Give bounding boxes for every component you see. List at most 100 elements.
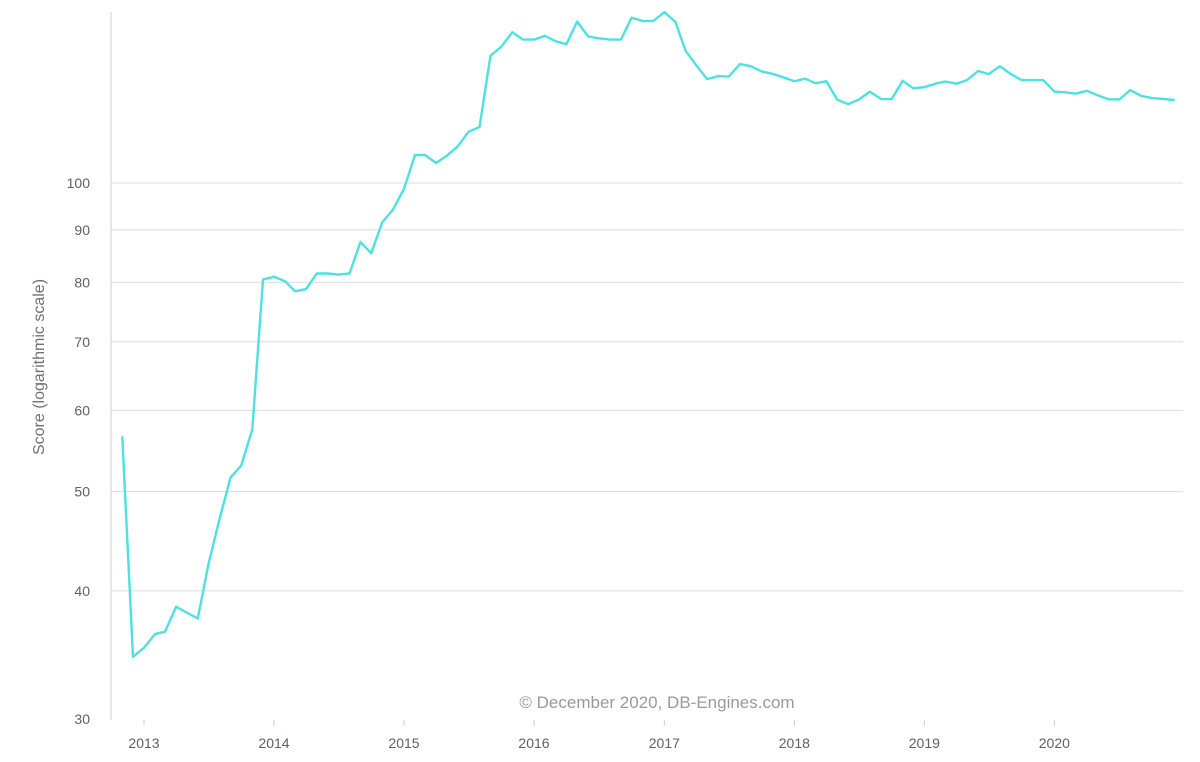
y-tick-label: 40: [74, 583, 90, 599]
data-point-2019-11: [1031, 79, 1033, 81]
data-point-2015-07: [467, 131, 469, 133]
data-point-2020-08: [1129, 89, 1131, 91]
data-point-2020-11: [1162, 98, 1164, 100]
data-point-2013-04: [175, 606, 177, 608]
data-point-2018-04: [825, 80, 827, 82]
data-point-2016-04: [565, 43, 567, 45]
data-point-2018-03: [814, 82, 816, 84]
data-point-2013-06: [197, 617, 199, 619]
data-point-2017-12: [782, 76, 784, 78]
data-point-2019-06: [977, 70, 979, 72]
data-point-2018-11: [901, 80, 903, 82]
data-point-2020-07: [1118, 98, 1120, 100]
y-axis-title: Score (logarithmic scale): [31, 279, 48, 455]
data-point-2015-04: [435, 162, 437, 164]
data-point-2020-06: [1107, 98, 1109, 100]
data-point-2016-10: [630, 16, 632, 18]
data-point-2017-01: [663, 11, 665, 13]
data-point-2017-06: [717, 75, 719, 77]
y-tick-label: 70: [74, 334, 90, 350]
data-point-2019-01: [923, 86, 925, 88]
data-point-2017-02: [674, 21, 676, 23]
data-point-2014-01: [273, 276, 275, 278]
data-point-2014-09: [359, 241, 361, 243]
data-point-2019-03: [944, 80, 946, 82]
x-tick-label: 2019: [909, 735, 940, 751]
data-point-2015-09: [489, 55, 491, 57]
data-point-2017-08: [739, 63, 741, 65]
data-point-2015-06: [457, 145, 459, 147]
data-point-2014-10: [370, 252, 372, 254]
data-point-2019-08: [999, 65, 1001, 67]
x-tick-label: 2020: [1039, 735, 1070, 751]
x-tick-label: 2015: [388, 735, 419, 751]
data-point-2013-11: [251, 428, 253, 430]
data-points: [121, 11, 1175, 658]
data-point-2015-01: [403, 188, 405, 190]
data-point-2014-12: [392, 208, 394, 210]
data-point-2013-08: [218, 518, 220, 520]
data-point-2014-07: [337, 273, 339, 275]
data-point-2013-07: [207, 563, 209, 565]
data-point-2014-02: [284, 280, 286, 282]
x-tick-label: 2014: [258, 735, 289, 751]
data-point-2014-11: [381, 221, 383, 223]
x-tick-label: 2016: [518, 735, 549, 751]
y-tick-label: 30: [74, 711, 90, 727]
data-point-2012-12: [132, 656, 134, 658]
data-point-2013-05: [186, 611, 188, 613]
gridlines: [111, 182, 1183, 592]
y-tick-label: 50: [74, 484, 90, 500]
data-point-2016-02: [544, 35, 546, 37]
data-point-2020-04: [1086, 90, 1088, 92]
y-tick-label: 100: [67, 175, 91, 191]
y-tick-label: 90: [74, 222, 90, 238]
data-point-2019-07: [988, 73, 990, 75]
data-point-2019-12: [1042, 79, 1044, 81]
data-point-2015-12: [522, 38, 524, 40]
data-point-2017-04: [695, 64, 697, 66]
data-point-2018-06: [847, 103, 849, 105]
data-point-2018-07: [858, 98, 860, 100]
data-point-2016-06: [587, 35, 589, 37]
data-point-2017-09: [750, 65, 752, 67]
data-point-2018-02: [804, 78, 806, 80]
data-point-2017-07: [728, 75, 730, 77]
data-point-2015-10: [500, 46, 502, 48]
data-point-2014-05: [316, 272, 318, 274]
data-point-2017-11: [771, 73, 773, 75]
data-point-2019-05: [966, 79, 968, 81]
y-tick-labels: 30 40 50 60 70 80 90 100: [67, 175, 91, 727]
data-point-2020-03: [1075, 93, 1077, 95]
data-point-2018-09: [880, 98, 882, 100]
data-point-2012-11: [121, 436, 123, 438]
data-point-2017-10: [760, 70, 762, 72]
data-point-2020-02: [1064, 91, 1066, 93]
y-tick-label: 80: [74, 274, 90, 290]
series-line-0: [121, 10, 1175, 658]
data-point-2020-12: [1173, 99, 1175, 101]
data-point-2016-01: [533, 38, 535, 40]
data-point-2018-08: [869, 90, 871, 92]
x-tick-label: 2013: [128, 735, 159, 751]
data-point-2014-06: [327, 272, 329, 274]
data-point-2015-05: [446, 155, 448, 157]
data-point-2013-10: [240, 464, 242, 466]
data-point-2013-02: [154, 633, 156, 635]
data-point-2016-05: [576, 20, 578, 22]
x-tick-label: 2017: [649, 735, 680, 751]
data-point-2020-09: [1140, 95, 1142, 97]
data-point-2016-03: [554, 40, 556, 42]
data-point-2014-08: [348, 272, 350, 274]
data-point-2019-09: [1010, 73, 1012, 75]
data-point-2016-12: [652, 20, 654, 22]
data-point-2015-11: [511, 31, 513, 33]
y-tick-label: 60: [74, 402, 90, 418]
data-point-2016-09: [620, 38, 622, 40]
data-point-2020-01: [1053, 90, 1055, 92]
data-point-2013-03: [164, 631, 166, 633]
data-point-2016-11: [641, 20, 643, 22]
data-point-2013-12: [262, 278, 264, 280]
data-point-2016-07: [598, 37, 600, 39]
